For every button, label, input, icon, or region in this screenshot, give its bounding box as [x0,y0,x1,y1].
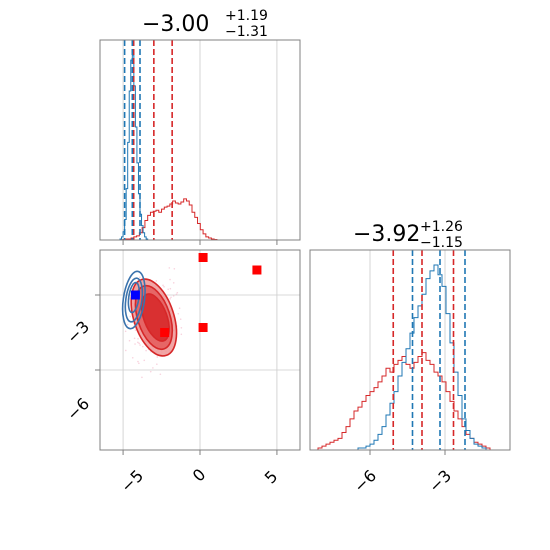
sample-point [137,360,139,363]
hist-panel-param-2 [309,249,511,455]
panel-frame [309,249,511,451]
sample-point [134,329,137,331]
sample-point [139,276,141,279]
sample-point [137,337,139,340]
tick-label-y-neg6: −6 [63,394,93,424]
title-param-1: −3.00 +1.19 −1.31 [142,8,268,40]
hist-right-content [310,250,510,450]
sample-point [139,344,141,346]
sample-point [126,323,129,326]
tick-label-x-neg6: −6 [350,466,380,496]
sample-point [180,333,183,336]
tick-label-y-neg3: −3 [63,317,93,347]
sample-point [128,339,131,342]
sample-point [134,343,136,345]
panel-frame [99,39,301,241]
sample-point [156,356,159,358]
sample-point [163,285,165,288]
scatter-content [121,253,262,379]
sample-point [169,287,172,290]
sample-point [168,267,171,269]
blue-contour-level [121,270,146,330]
sample-point [178,307,181,310]
title-2-median: −3.92 [353,222,420,247]
hist-top-content [118,40,220,240]
red-square-marker [198,253,208,262]
sample-point [179,318,182,321]
title-1-plus: +1.19 [225,8,268,24]
red-square-marker [252,265,262,275]
title-param-2: −3.92 +1.26 −1.15 [353,219,463,251]
sample-point [156,363,158,366]
sample-point [177,312,180,315]
scatter-panel [95,249,301,455]
sample-point [172,282,175,284]
sample-point [143,359,146,362]
sample-point [173,268,176,270]
blue-square-marker [130,290,140,300]
sample-point [145,349,147,352]
sample-point [167,288,169,291]
red-histogram [120,198,220,240]
tick-label-x-neg5: −5 [117,466,147,496]
red-histogram [310,352,510,450]
tick-label-x-5: 5 [261,467,282,488]
tick-label-x-0: 0 [189,465,210,486]
sample-point [137,341,139,344]
sample-point [138,362,140,365]
sample-point [172,295,175,297]
sample-point [162,284,164,287]
sample-point [138,342,140,345]
sample-point [124,330,127,333]
sample-point [133,337,136,340]
blue-histogram [310,264,510,450]
sample-point [175,293,178,296]
sample-point [131,356,134,359]
tick-label-x-neg3: −3 [425,466,455,496]
red-square-marker [198,323,208,332]
title-2-minus: −1.15 [420,235,463,251]
sample-point [169,298,171,300]
sample-point [155,280,158,282]
sample-point [125,349,127,352]
blue-contour-level [124,277,144,323]
sample-point [142,345,144,348]
sample-point [170,296,172,299]
sample-point [159,373,162,376]
sample-point [169,278,171,281]
title-1-median: −3.00 [142,12,209,37]
panel-frame [99,249,301,451]
hist-panel-param-1 [99,39,301,245]
title-1-minus: −1.31 [225,24,268,40]
title-2-plus: +1.26 [420,219,463,235]
sample-point [152,367,154,369]
sample-point [180,326,183,329]
sample-point [141,376,143,379]
sample-point [129,315,132,318]
red-square-marker [160,328,170,337]
sample-point [176,291,179,294]
sample-point [149,370,152,373]
